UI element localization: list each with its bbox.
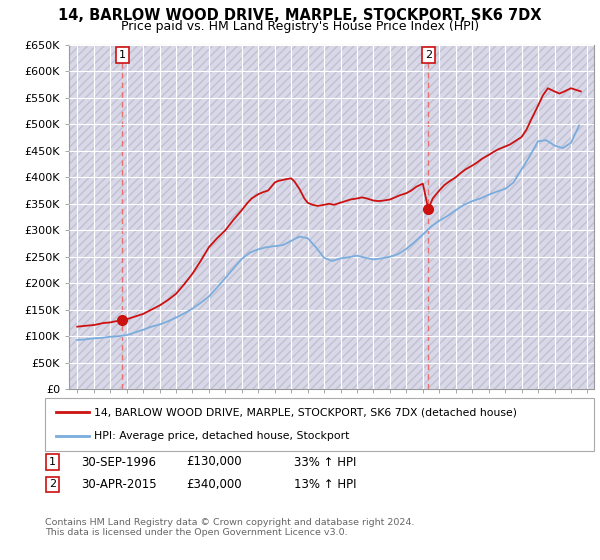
Text: 13% ↑ HPI: 13% ↑ HPI xyxy=(294,478,356,491)
Text: HPI: Average price, detached house, Stockport: HPI: Average price, detached house, Stoc… xyxy=(94,431,350,441)
Text: Contains HM Land Registry data © Crown copyright and database right 2024.
This d: Contains HM Land Registry data © Crown c… xyxy=(45,518,415,538)
Text: 14, BARLOW WOOD DRIVE, MARPLE, STOCKPORT, SK6 7DX: 14, BARLOW WOOD DRIVE, MARPLE, STOCKPORT… xyxy=(58,8,542,24)
Text: 1: 1 xyxy=(119,50,126,60)
Text: 14, BARLOW WOOD DRIVE, MARPLE, STOCKPORT, SK6 7DX (detached house): 14, BARLOW WOOD DRIVE, MARPLE, STOCKPORT… xyxy=(94,408,517,418)
Text: 1: 1 xyxy=(49,457,56,467)
Text: 30-APR-2015: 30-APR-2015 xyxy=(81,478,157,491)
Text: 2: 2 xyxy=(425,50,432,60)
FancyBboxPatch shape xyxy=(45,398,594,451)
Text: 33% ↑ HPI: 33% ↑ HPI xyxy=(294,455,356,469)
Text: 30-SEP-1996: 30-SEP-1996 xyxy=(81,455,156,469)
Text: £130,000: £130,000 xyxy=(186,455,242,469)
Text: £340,000: £340,000 xyxy=(186,478,242,491)
Text: 2: 2 xyxy=(49,479,56,489)
Text: Price paid vs. HM Land Registry's House Price Index (HPI): Price paid vs. HM Land Registry's House … xyxy=(121,20,479,33)
